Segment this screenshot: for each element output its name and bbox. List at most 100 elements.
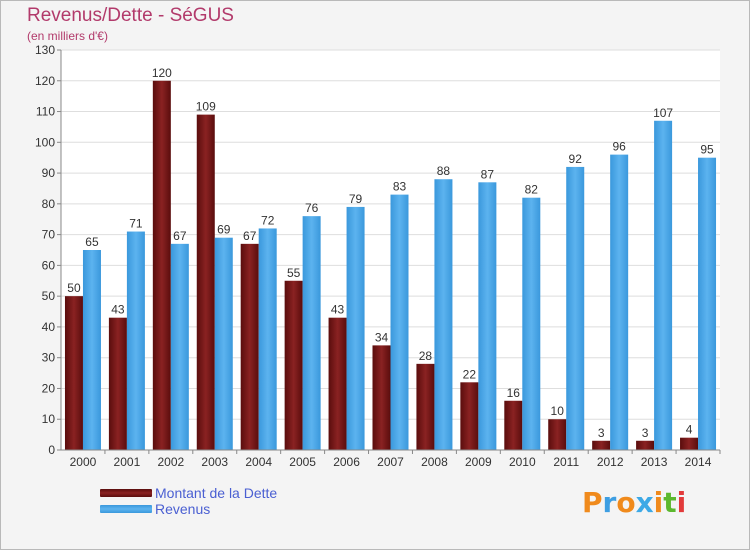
bar-revenue-2000 <box>82 250 101 450</box>
data-label-revenue: 79 <box>349 192 363 206</box>
y-tick-label: 40 <box>42 320 56 334</box>
data-label-revenue: 88 <box>437 164 451 178</box>
data-label-debt: 16 <box>507 386 521 400</box>
chart-title: Revenus/Dette - SéGUS <box>27 5 234 26</box>
data-label-debt: 3 <box>642 426 649 440</box>
data-label-revenue: 76 <box>305 201 319 215</box>
logo-letter: x <box>635 486 654 519</box>
x-tick-label: 2009 <box>465 455 492 469</box>
legend-label-debt: Montant de la Dette <box>155 485 278 501</box>
legend-swatch-debt <box>100 489 152 497</box>
bar-revenue-2005 <box>302 216 321 450</box>
data-label-revenue: 69 <box>217 223 231 237</box>
x-tick-label: 2006 <box>333 455 360 469</box>
data-label-revenue: 87 <box>481 167 495 181</box>
bar-debt-2014 <box>680 437 699 450</box>
data-label-debt: 4 <box>686 423 693 437</box>
bar-debt-2010 <box>504 400 523 450</box>
x-tick-label: 2000 <box>70 455 97 469</box>
y-tick-label: 30 <box>42 351 56 365</box>
x-tick-label: 2011 <box>553 455 579 469</box>
bar-debt-2000 <box>64 296 83 450</box>
data-label-debt: 28 <box>419 349 433 363</box>
bar-debt-2006 <box>328 317 347 450</box>
bar-revenue-2003 <box>214 237 233 450</box>
bar-debt-2002 <box>152 80 171 451</box>
x-tick-label: 2002 <box>157 455 184 469</box>
data-label-revenue: 107 <box>653 106 673 120</box>
bar-revenue-2012 <box>610 154 629 450</box>
y-tick-label: 0 <box>48 443 55 457</box>
bar-debt-2001 <box>108 317 127 450</box>
x-tick-label: 2012 <box>597 455 624 469</box>
bar-revenue-2009 <box>478 182 497 451</box>
x-tick-label: 2004 <box>245 455 272 469</box>
x-tick-label: 2005 <box>289 455 316 469</box>
y-tick-label: 10 <box>42 412 56 426</box>
y-tick-label: 50 <box>42 289 56 303</box>
bar-debt-2013 <box>636 440 655 450</box>
data-label-revenue: 67 <box>173 229 187 243</box>
proxiti-logo: Proxiti <box>582 486 686 519</box>
logo-letter: r <box>602 486 617 519</box>
x-tick-label: 2010 <box>509 455 536 469</box>
bar-revenue-2014 <box>698 157 717 450</box>
bar-debt-2008 <box>416 363 435 450</box>
bar-debt-2007 <box>372 345 391 450</box>
data-label-debt: 67 <box>243 229 257 243</box>
x-tick-label: 2007 <box>377 455 404 469</box>
y-tick-label: 80 <box>42 197 56 211</box>
data-label-debt: 50 <box>67 281 81 295</box>
data-label-revenue: 71 <box>129 217 143 231</box>
y-tick-label: 110 <box>36 105 55 119</box>
bar-revenue-2004 <box>258 228 277 450</box>
data-label-revenue: 92 <box>569 152 583 166</box>
bar-revenue-2011 <box>566 166 585 450</box>
bar-debt-2009 <box>460 382 479 450</box>
bar-revenue-2007 <box>390 194 409 450</box>
bar-revenue-2001 <box>126 231 145 450</box>
bar-debt-2012 <box>592 440 611 450</box>
logo-letter: i <box>676 486 687 519</box>
logo-letter: o <box>616 486 636 519</box>
y-tick-label: 20 <box>42 381 56 395</box>
logo-letter: P <box>582 486 603 519</box>
logo-letter: i <box>653 486 664 519</box>
y-tick-label: 130 <box>35 43 55 57</box>
x-tick-label: 2003 <box>201 455 228 469</box>
data-label-debt: 10 <box>551 404 565 418</box>
y-tick-label: 70 <box>42 228 56 242</box>
data-label-revenue: 83 <box>393 180 407 194</box>
x-tick-label: 2001 <box>114 455 141 469</box>
data-label-revenue: 82 <box>525 183 539 197</box>
data-label-debt: 3 <box>598 426 605 440</box>
data-label-debt: 120 <box>152 66 172 80</box>
data-label-debt: 22 <box>463 367 477 381</box>
bar-revenue-2006 <box>346 206 365 450</box>
data-label-debt: 34 <box>375 330 389 344</box>
legend-label-revenue: Revenus <box>155 501 211 517</box>
bar-revenue-2010 <box>522 197 541 450</box>
data-label-revenue: 65 <box>85 235 99 249</box>
data-label-debt: 55 <box>287 266 301 280</box>
data-label-debt: 43 <box>331 303 345 317</box>
bar-revenue-2013 <box>654 120 673 451</box>
data-label-debt: 43 <box>111 303 125 317</box>
x-tick-label: 2014 <box>685 455 712 469</box>
y-tick-label: 60 <box>42 258 56 272</box>
x-tick-label: 2013 <box>641 455 668 469</box>
bar-debt-2011 <box>548 419 567 450</box>
y-tick-label: 100 <box>35 135 55 149</box>
bar-debt-2003 <box>196 114 215 450</box>
bar-debt-2004 <box>240 243 259 450</box>
y-tick-label: 120 <box>35 74 55 88</box>
chart-subtitle: (en milliers d'€) <box>27 29 108 43</box>
legend-swatch-revenue <box>100 505 152 513</box>
bar-revenue-2008 <box>434 179 453 450</box>
bar-revenue-2002 <box>170 243 189 450</box>
bar-debt-2005 <box>284 280 303 450</box>
data-label-revenue: 72 <box>261 213 275 227</box>
data-label-revenue: 96 <box>612 140 626 154</box>
data-label-revenue: 95 <box>700 143 714 157</box>
